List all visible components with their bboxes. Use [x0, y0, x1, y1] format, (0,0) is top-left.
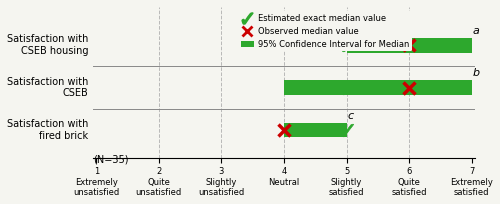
Text: a: a	[473, 26, 480, 36]
Text: b: b	[473, 68, 480, 78]
Legend: Estimated exact median value, Observed median value, 95% Confidence Interval for: Estimated exact median value, Observed m…	[238, 11, 412, 51]
Text: c: c	[348, 111, 354, 121]
Bar	[284, 123, 346, 137]
Bar	[346, 38, 472, 53]
Bar	[284, 80, 472, 95]
Text: (N=35): (N=35)	[93, 155, 128, 165]
